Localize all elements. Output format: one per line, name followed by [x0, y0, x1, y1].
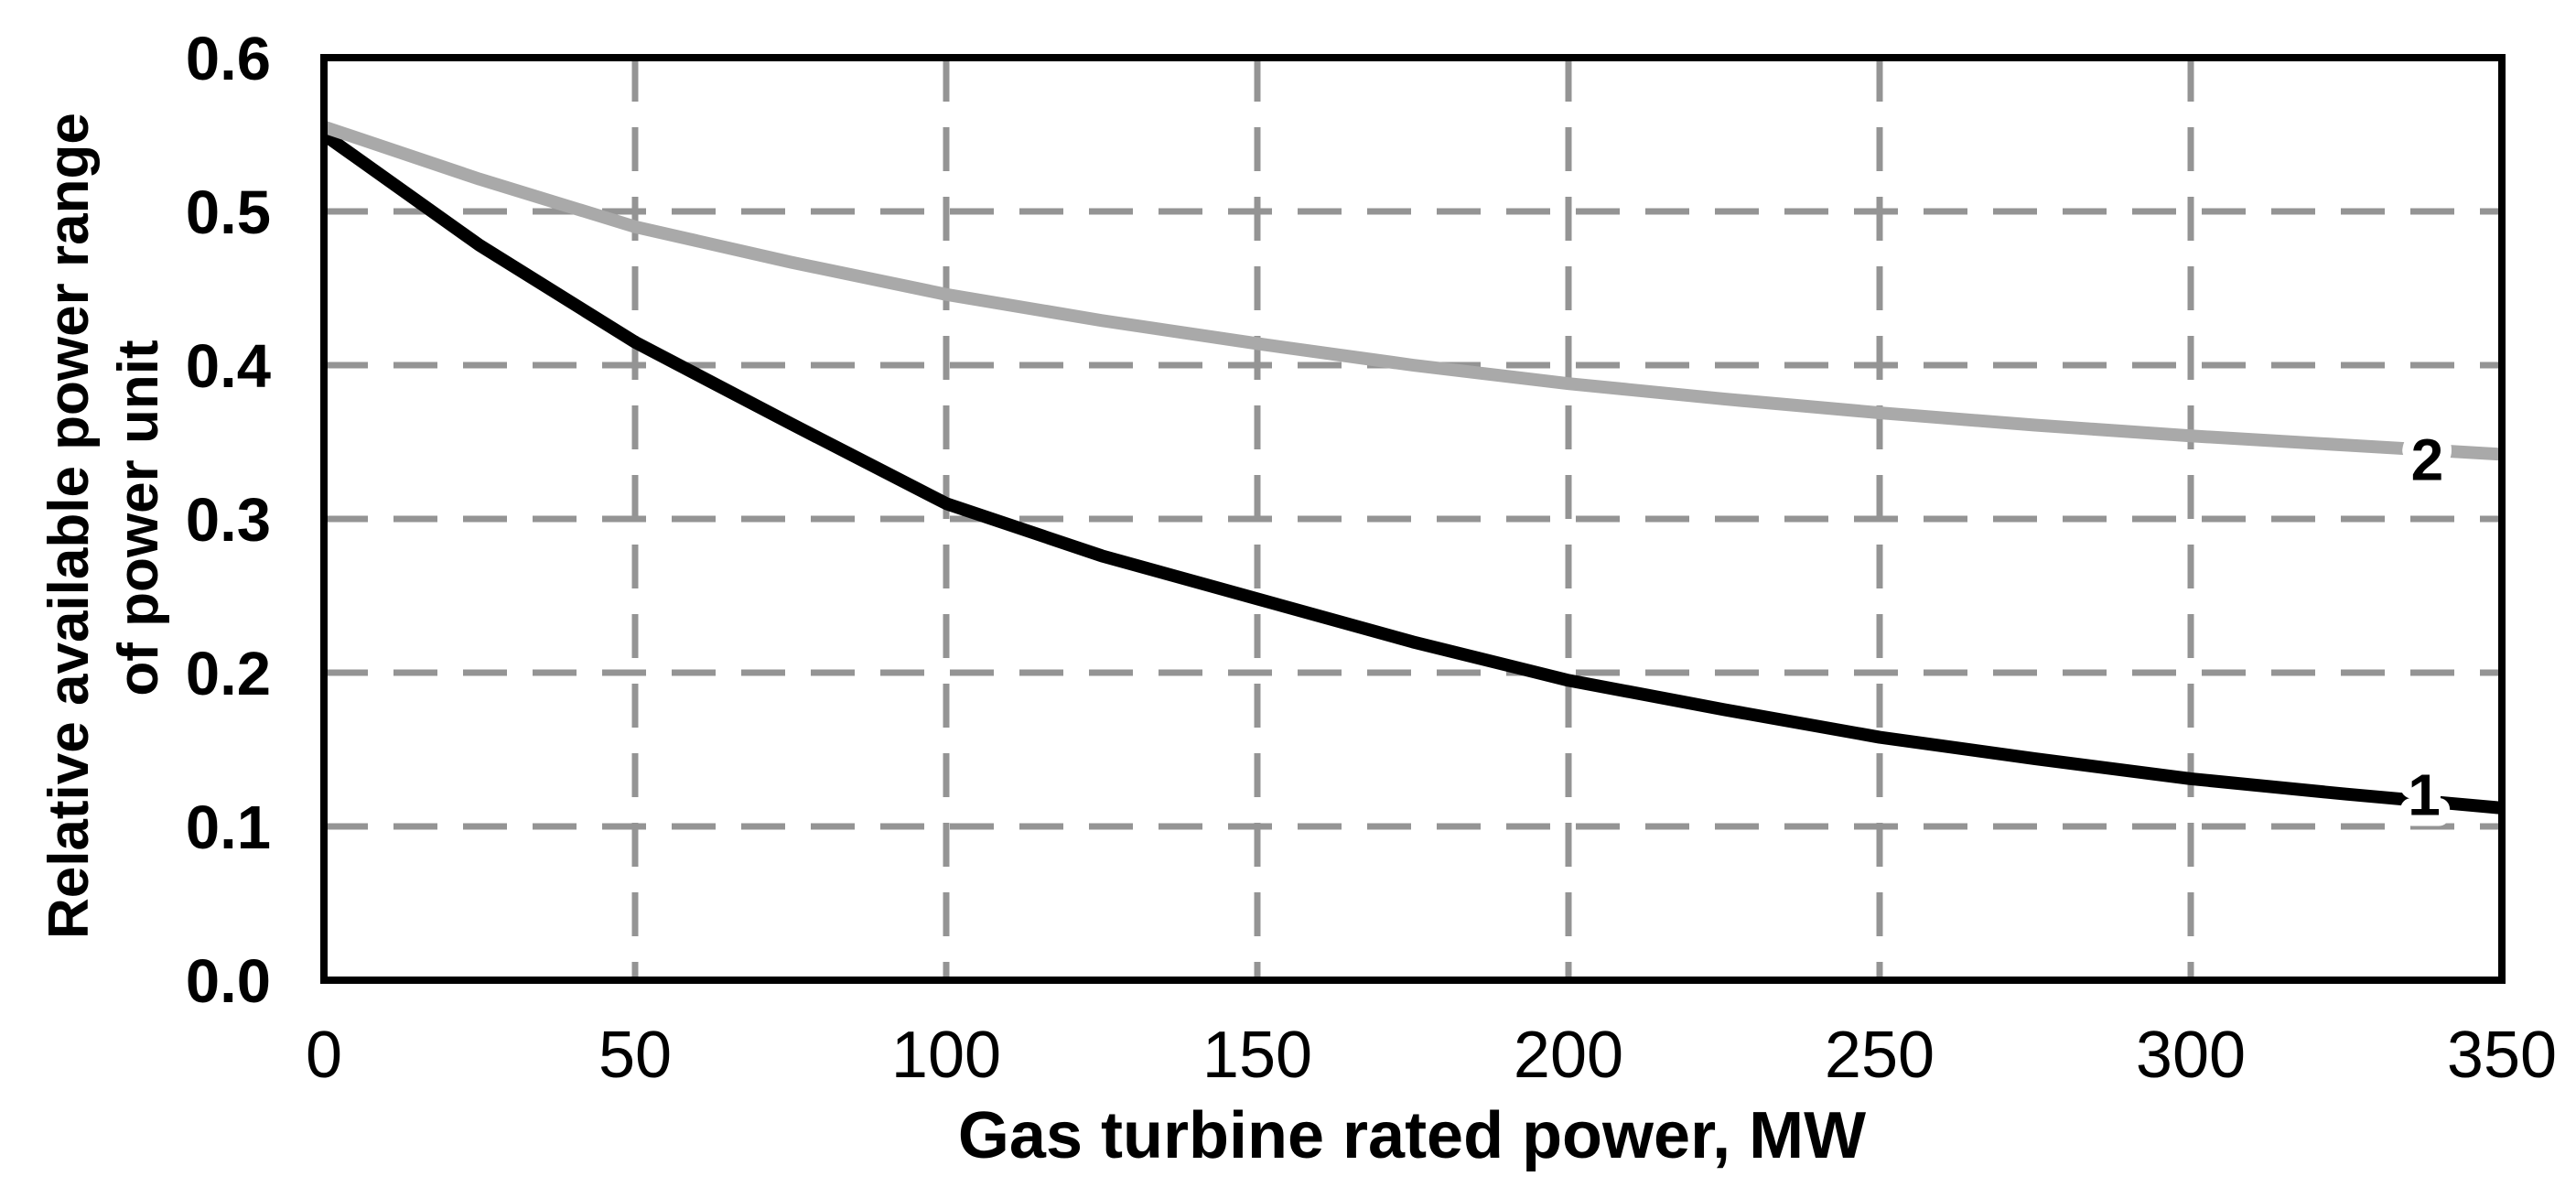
- series-line-2: [321, 120, 2503, 461]
- y-axis-title-line2: of power unit: [107, 340, 170, 696]
- series-group: [319, 120, 2503, 815]
- y-tick-label: 0.1: [186, 793, 271, 862]
- y-axis-title: Relative available power range of power …: [38, 97, 170, 939]
- y-axis-title-line1: Relative available power range: [38, 113, 101, 939]
- y-tick-label: 0.5: [186, 178, 271, 247]
- x-axis-title: Gas turbine rated power, MW: [958, 1099, 1866, 1172]
- y-tick-labels-group: 0.0 0.1 0.2 0.3 0.4 0.5 0.6: [186, 25, 271, 1016]
- series-label-2: 2: [2411, 426, 2444, 492]
- plot-frame: [320, 54, 2506, 984]
- x-tick-labels-group: 0 50 100 150 200 250 300 350: [306, 1019, 2557, 1092]
- x-tick-label: 200: [1514, 1019, 1623, 1092]
- x-tick-label: 100: [891, 1019, 1001, 1092]
- y-tick-label: 0.6: [186, 25, 271, 93]
- x-tick-label: 300: [2136, 1019, 2246, 1092]
- x-tick-label: 250: [1825, 1019, 1935, 1092]
- gridlines-group: [324, 58, 2502, 980]
- series-labels-group: 12: [2397, 416, 2454, 838]
- x-tick-label: 50: [598, 1019, 672, 1092]
- y-tick-label: 0.2: [186, 640, 271, 708]
- x-tick-label: 350: [2447, 1019, 2557, 1092]
- x-tick-label: 0: [306, 1019, 342, 1092]
- x-tick-label: 150: [1202, 1019, 1312, 1092]
- y-tick-label: 0.0: [186, 947, 271, 1016]
- series-line-1: [319, 129, 2503, 815]
- series-label-1: 1: [2408, 762, 2441, 828]
- y-tick-label: 0.4: [186, 332, 271, 401]
- y-tick-label: 0.3: [186, 486, 271, 555]
